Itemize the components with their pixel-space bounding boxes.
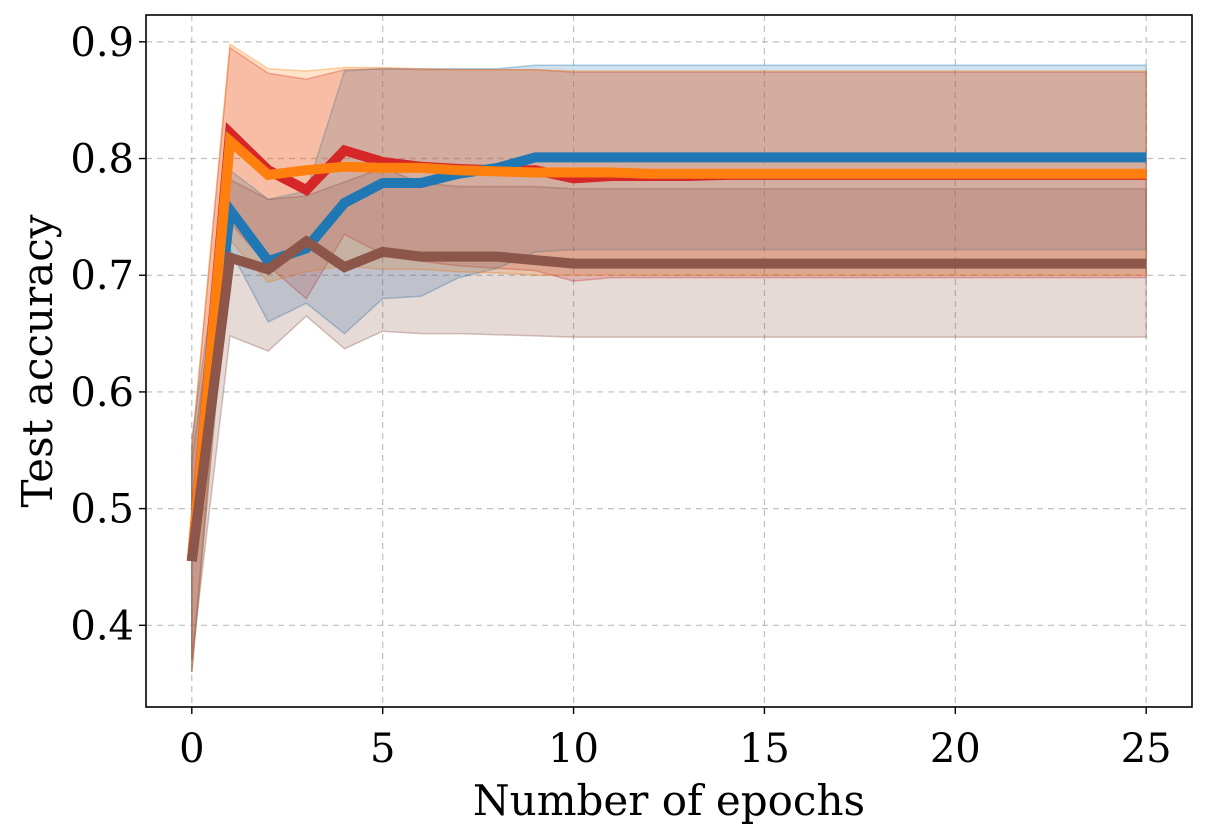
plot-frame (145, 14, 1193, 708)
y-tick-label: 0.8 (70, 137, 134, 183)
series-line-4 (186, 235, 1147, 562)
x-tick-label: 5 (370, 726, 395, 772)
x-tick-label: 25 (1121, 726, 1172, 772)
y-tick-label: 0.7 (70, 253, 134, 299)
y-tick-label: 0.9 (70, 20, 134, 66)
x-axis-label: Number of epochs (473, 776, 865, 825)
x-tick-label: 20 (930, 726, 981, 772)
x-tick-label: 10 (548, 726, 599, 772)
y-axis-label: Test accuracy (13, 214, 62, 507)
confidence-band-2 (191, 64, 1147, 673)
confidence-bands (191, 42, 1147, 673)
confidence-band-4 (191, 167, 1147, 661)
series-lines (186, 121, 1147, 562)
y-tick-label: 0.4 (70, 603, 134, 649)
tick-labels: 0 5 10 15 20 25 0.4 0.5 0.6 0.7 0.8 0.9 (70, 20, 1171, 772)
series-line-3 (186, 130, 1147, 562)
series-line-2 (186, 152, 1147, 562)
confidence-band-1 (191, 46, 1147, 673)
y-tick-label: 0.5 (70, 487, 134, 533)
confidence-band-3 (191, 42, 1147, 673)
y-tick-label: 0.6 (70, 370, 134, 416)
x-tick-label: 0 (179, 726, 204, 772)
x-tick-label: 15 (739, 726, 790, 772)
